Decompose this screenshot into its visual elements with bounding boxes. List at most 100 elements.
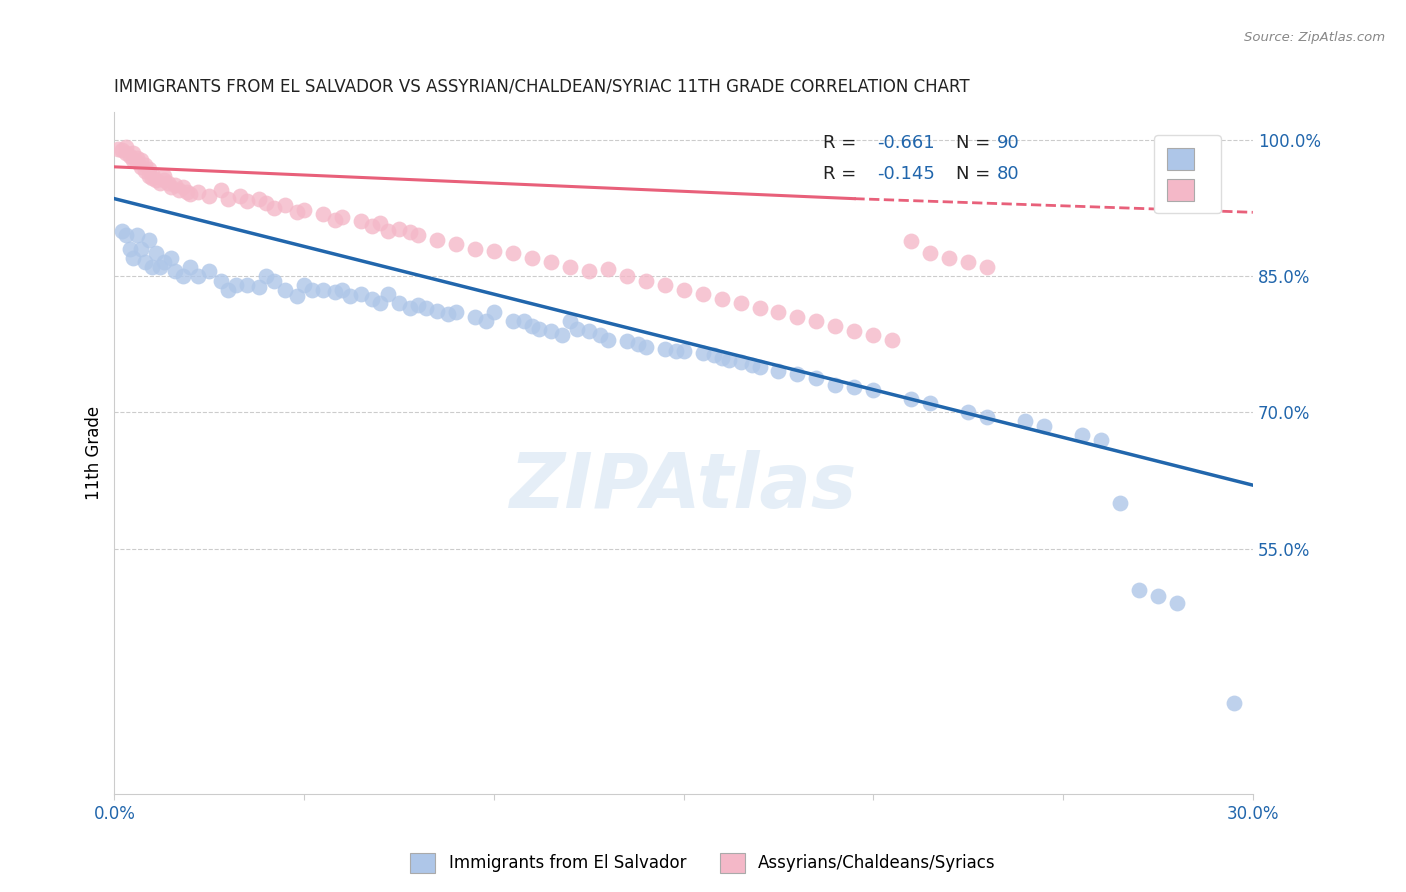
Point bbox=[634, 340, 657, 354]
Point bbox=[900, 392, 922, 406]
Point bbox=[247, 280, 270, 294]
Point bbox=[703, 348, 725, 362]
Point bbox=[654, 342, 676, 356]
Point bbox=[710, 292, 733, 306]
Point bbox=[920, 246, 942, 260]
Point bbox=[127, 228, 149, 243]
Point bbox=[957, 255, 980, 269]
Point bbox=[976, 409, 998, 424]
Point bbox=[152, 169, 174, 183]
Point bbox=[634, 273, 657, 287]
Point bbox=[482, 244, 505, 258]
Point bbox=[589, 328, 612, 343]
Point bbox=[176, 186, 198, 200]
Point bbox=[111, 144, 134, 158]
Point bbox=[118, 242, 141, 256]
Point bbox=[558, 314, 581, 328]
Point bbox=[824, 318, 846, 333]
Point bbox=[217, 283, 239, 297]
Point bbox=[520, 251, 543, 265]
Point bbox=[824, 378, 846, 392]
Point bbox=[1090, 433, 1112, 447]
Point bbox=[718, 352, 741, 367]
Point bbox=[339, 289, 361, 303]
Point bbox=[122, 153, 145, 167]
Point bbox=[540, 324, 562, 338]
Text: -0.145: -0.145 bbox=[877, 165, 935, 183]
Point bbox=[138, 233, 160, 247]
Point bbox=[141, 260, 163, 274]
Point bbox=[134, 164, 156, 178]
Point bbox=[361, 292, 384, 306]
Point bbox=[138, 169, 160, 183]
Point bbox=[312, 207, 335, 221]
Point bbox=[114, 146, 136, 161]
Point bbox=[1223, 697, 1246, 711]
Point bbox=[862, 383, 884, 397]
Point bbox=[475, 314, 498, 328]
Point bbox=[247, 192, 270, 206]
Point bbox=[127, 155, 149, 169]
Point bbox=[654, 278, 676, 293]
Point bbox=[122, 146, 145, 161]
Point bbox=[111, 223, 134, 237]
Point bbox=[1109, 496, 1132, 510]
Point bbox=[134, 255, 156, 269]
Point bbox=[263, 201, 285, 215]
Point bbox=[187, 268, 209, 283]
Text: 90: 90 bbox=[997, 134, 1019, 152]
Point bbox=[225, 278, 247, 293]
Point bbox=[806, 314, 828, 328]
Text: N =: N = bbox=[956, 165, 995, 183]
Legend: Immigrants from El Salvador, Assyrians/Chaldeans/Syriacs: Immigrants from El Salvador, Assyrians/C… bbox=[404, 847, 1002, 880]
Point bbox=[578, 324, 600, 338]
Point bbox=[513, 314, 536, 328]
Point bbox=[399, 225, 422, 239]
Point bbox=[152, 255, 174, 269]
Point bbox=[806, 371, 828, 385]
Text: IMMIGRANTS FROM EL SALVADOR VS ASSYRIAN/CHALDEAN/SYRIAC 11TH GRADE CORRELATION C: IMMIGRANTS FROM EL SALVADOR VS ASSYRIAN/… bbox=[114, 78, 970, 95]
Point bbox=[160, 251, 183, 265]
Point bbox=[292, 278, 315, 293]
Point bbox=[217, 192, 239, 206]
Point bbox=[236, 194, 259, 209]
Point bbox=[692, 346, 714, 360]
Point bbox=[172, 179, 194, 194]
Point bbox=[145, 246, 167, 260]
Point bbox=[388, 221, 411, 235]
Point bbox=[330, 210, 353, 224]
Point bbox=[312, 283, 335, 297]
Point bbox=[540, 255, 562, 269]
Point bbox=[330, 283, 353, 297]
Point bbox=[692, 287, 714, 301]
Point bbox=[285, 205, 308, 219]
Point bbox=[285, 289, 308, 303]
Point bbox=[301, 283, 323, 297]
Point bbox=[350, 214, 373, 228]
Point bbox=[127, 151, 149, 165]
Point bbox=[1128, 582, 1150, 597]
Text: -0.661: -0.661 bbox=[877, 134, 935, 152]
Text: R =: R = bbox=[823, 165, 862, 183]
Point bbox=[844, 380, 866, 394]
Point bbox=[768, 305, 790, 319]
Point bbox=[107, 142, 129, 156]
Point bbox=[388, 296, 411, 310]
Point bbox=[520, 318, 543, 333]
Point bbox=[122, 251, 145, 265]
Point bbox=[399, 301, 422, 315]
Point bbox=[596, 261, 619, 276]
Point bbox=[209, 183, 232, 197]
Point bbox=[274, 283, 297, 297]
Point bbox=[323, 212, 346, 227]
Point bbox=[786, 310, 808, 324]
Point bbox=[134, 158, 156, 172]
Point bbox=[129, 153, 152, 167]
Point bbox=[129, 242, 152, 256]
Point bbox=[665, 343, 688, 358]
Point bbox=[377, 287, 399, 301]
Point bbox=[748, 301, 770, 315]
Point bbox=[464, 310, 486, 324]
Point bbox=[437, 307, 460, 321]
Point bbox=[172, 268, 194, 283]
